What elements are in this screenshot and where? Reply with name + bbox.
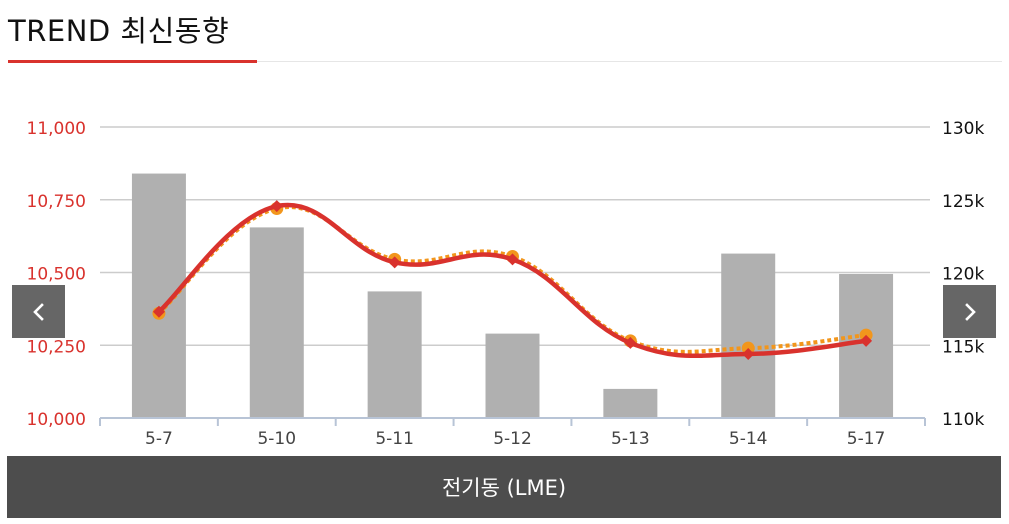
prev-button[interactable] [12, 285, 65, 338]
price-series-point [388, 256, 401, 269]
left-axis-tick-label: 10,750 [27, 192, 86, 212]
x-axis-tick-label: 5-14 [729, 429, 768, 449]
next-button[interactable] [943, 285, 996, 338]
bar [367, 291, 422, 418]
left-axis-tick-label: 11,000 [27, 119, 86, 139]
bar [721, 253, 776, 418]
x-axis-tick-label: 5-10 [257, 429, 296, 449]
price-series-point [860, 334, 873, 347]
x-axis-tick-label: 5-7 [145, 429, 173, 449]
price-series-point [624, 336, 637, 349]
price-series-point [506, 253, 519, 266]
x-axis-tick-label: 5-12 [493, 429, 532, 449]
x-axis-tick-label: 5-11 [375, 429, 414, 449]
right-axis-tick-label: 110k [942, 410, 984, 430]
right-axis-tick-label: 120k [942, 265, 984, 285]
bar [131, 173, 186, 418]
page-title: TREND 최신동향 [8, 14, 230, 48]
commodity-label-bar: 전기동 (LME) [7, 456, 1001, 518]
bar [603, 388, 658, 418]
left-axis-tick-label: 10,250 [27, 337, 86, 357]
trend-chart: 10,000 110k 10,250 115k 10,500 120k 10,750 125k… [27, 119, 985, 449]
right-axis-tick-label: 115k [942, 337, 984, 357]
bar [249, 227, 304, 418]
title-underline [8, 60, 257, 63]
right-axis-tick-label: 125k [942, 192, 984, 212]
x-axis-tick-label: 5-17 [847, 429, 886, 449]
commodity-label: 전기동 (LME) [441, 476, 567, 500]
chevron-right-icon [964, 302, 976, 321]
x-axis-tick-label: 5-13 [611, 429, 650, 449]
left-axis-tick-label: 10,000 [27, 410, 86, 430]
right-axis-tick-label: 130k [942, 119, 984, 139]
left-axis-tick-label: 10,500 [27, 265, 86, 285]
chevron-left-icon [32, 302, 44, 321]
price-series-point [270, 200, 283, 213]
price-series-point [742, 347, 755, 360]
price-series-point [152, 305, 165, 318]
bar [485, 333, 540, 418]
header-divider [257, 61, 1002, 62]
